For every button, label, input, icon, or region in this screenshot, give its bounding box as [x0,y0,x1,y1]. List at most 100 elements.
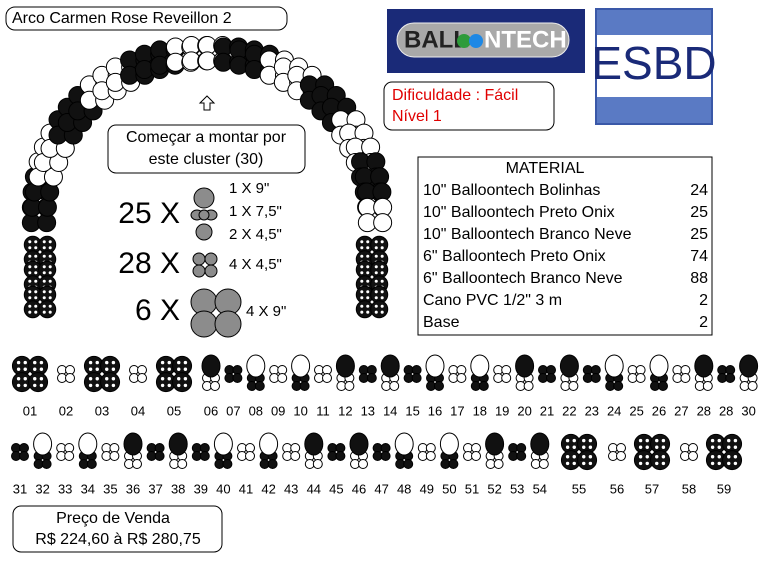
balloon [246,354,266,378]
dot [366,279,370,283]
dot [177,367,181,371]
balloon [722,450,743,471]
cluster-number: 54 [533,481,547,496]
balloon [530,432,550,456]
balloon [349,432,369,456]
dot [645,438,649,443]
dot [588,438,593,443]
difficulty-box [383,81,555,131]
cluster-icon [190,187,242,338]
dot [380,310,384,314]
difficulty: Dificuldade : Fácil [392,87,518,104]
material-qty: 88 [690,270,708,287]
balloon [590,373,601,383]
cluster-number: 26 [652,403,666,418]
dot [42,254,46,258]
balloon [425,451,436,461]
balloon [516,451,527,461]
dot [28,304,32,308]
balloon [658,381,668,391]
dot [23,360,27,365]
balloon [358,459,368,469]
difficulty: Nível 1 [392,108,442,125]
cluster-number: 23 [585,403,599,418]
dot [360,271,364,275]
dot [733,445,738,449]
dot [380,296,384,300]
dot [16,367,21,371]
cluster-number: 41 [239,481,253,496]
balloon [344,381,355,391]
dot [95,377,99,381]
dot [360,296,364,300]
dot [34,254,38,258]
balloon [478,381,489,391]
dot [16,360,21,365]
dot [39,377,44,381]
cluster-number: 17 [450,403,464,418]
dot [95,367,99,371]
cluster-count: 28 X [118,247,180,280]
cluster-number: 19 [495,403,509,418]
dot [23,377,27,381]
dot [177,383,181,388]
cluster-number: 58 [682,481,696,496]
dot [33,360,37,365]
balloon [456,373,467,383]
balloon [411,373,422,383]
balloon [635,373,646,383]
balloon [41,459,52,469]
cluster-number: 53 [510,481,524,496]
dot [183,367,188,371]
balloon [739,354,759,378]
material-name: 10" Balloontech Branco Neve [423,226,632,243]
dot [39,383,44,388]
dot [42,246,46,250]
balloon [394,432,414,456]
material-qty: 2 [699,314,708,331]
balloon [245,451,255,461]
balloon [702,381,713,391]
dot [28,246,32,250]
cluster-number: 42 [261,481,275,496]
dot [710,461,715,466]
dot [661,455,666,459]
dot [572,445,576,449]
dot [366,265,370,269]
material-name: 6" Balloontech Preto Onix [423,248,606,265]
balloon [19,451,29,461]
dot [733,461,738,466]
dot [34,279,38,283]
balloon [515,354,535,378]
dot [366,246,370,250]
cluster-number: 28 [719,403,733,418]
arch [21,36,393,319]
balloon [267,459,278,469]
balloon [335,451,346,461]
cluster-number: 37 [148,481,162,496]
price-label: Preço de Venda [56,510,170,527]
dot [366,271,370,275]
dot [374,246,378,250]
dot [727,445,731,449]
dot [360,265,364,269]
balloon [322,373,332,383]
dot [160,383,165,388]
balloon [172,372,193,393]
balloon [277,373,288,383]
dot [733,455,738,459]
dot [33,367,37,371]
dot [48,271,52,275]
dot [33,377,37,381]
logo-dot [457,34,471,48]
cluster-number: 28 [697,403,711,418]
balloon [291,354,311,378]
cluster-number: 48 [397,481,411,496]
dot [366,240,370,244]
cluster-number: 18 [473,403,487,418]
dot [366,304,370,308]
balloon [470,354,490,378]
balloon [213,432,233,456]
balloon [403,459,414,469]
balloon [471,451,481,461]
